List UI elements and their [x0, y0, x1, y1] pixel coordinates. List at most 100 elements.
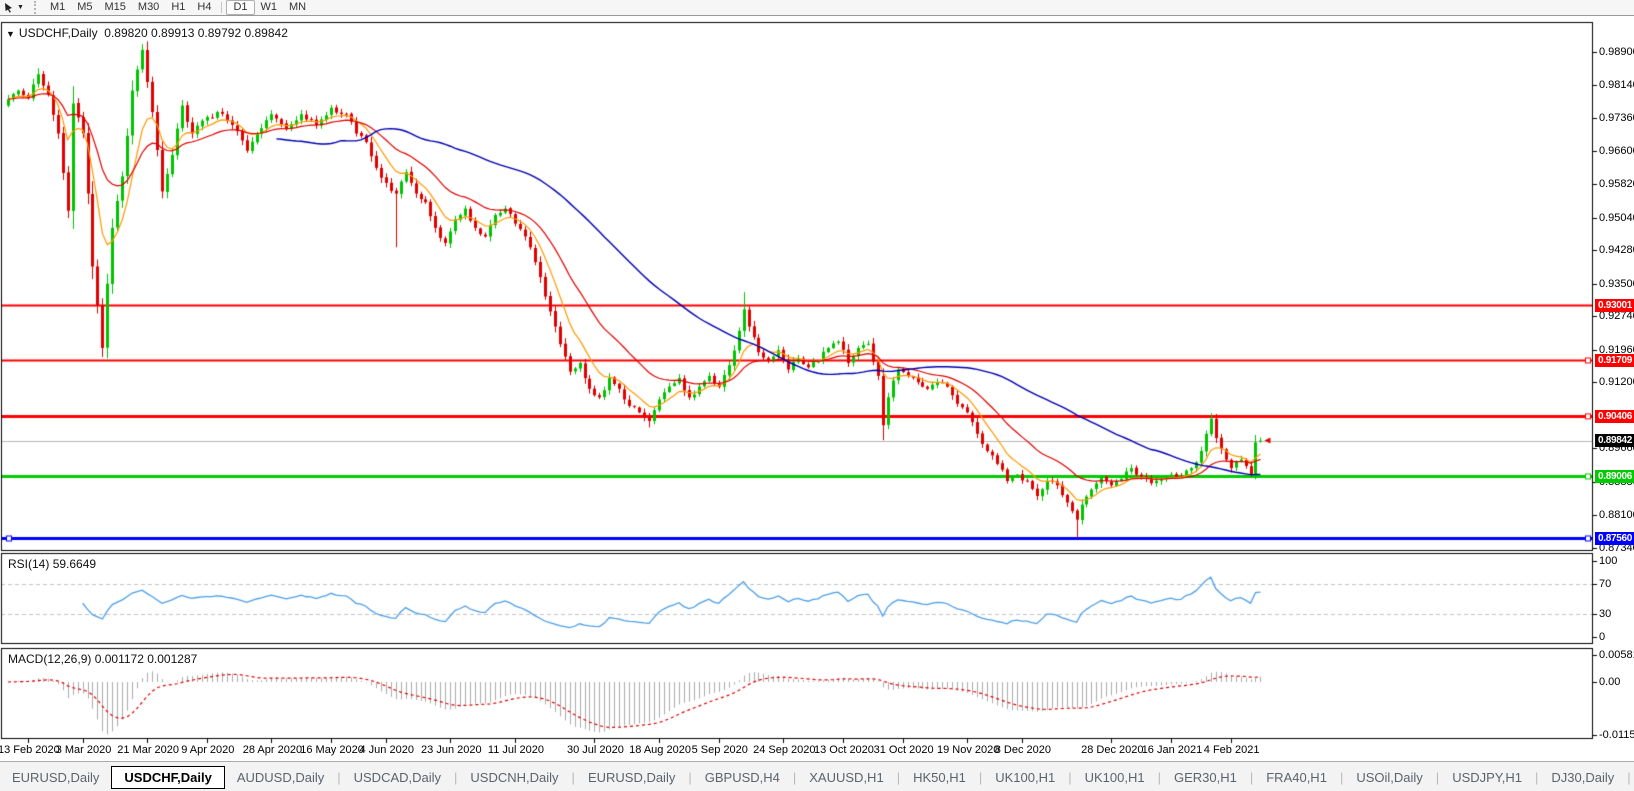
timeframe-button-h4[interactable]: H4 — [197, 1, 212, 13]
tab-separator: | — [1249, 769, 1254, 785]
date-axis-label: 28 Dec 2020 — [1081, 744, 1144, 756]
toolbar-grip-handle[interactable] — [33, 1, 41, 14]
rsi-axis-tick-30: 30 — [1599, 608, 1612, 621]
timeframe-toolbar: ▼ M1 M5 M15 M30 H1 H4 D1 W1 MN — [0, 0, 1634, 16]
macd-axis-tick--0.01151: -0.01151 — [1599, 728, 1634, 741]
date-axis-label: 16 May 2020 — [300, 744, 364, 756]
date-axis-label: 23 Jun 2020 — [421, 744, 482, 756]
date-axis-label: 11 Jul 2020 — [487, 744, 544, 756]
date-axis-label: 19 Nov 2020 — [937, 744, 1000, 756]
rsi-label: RSI(14) 59.6649 — [8, 557, 97, 571]
rsi-axis-tick-0: 0 — [1599, 631, 1606, 643]
current-price-label: 0.89842 — [1595, 434, 1634, 448]
chart-tab-usdchf-daily[interactable]: USDCHF,Daily — [111, 765, 225, 789]
date-axis-label: 16 Jan 2021 — [1141, 744, 1203, 756]
tab-separator: | — [896, 769, 901, 785]
chart-tab-dj30-daily[interactable]: DJ30,Daily — [1551, 769, 1615, 785]
price-line-label-0.89006[interactable]: 0.89006 — [1595, 469, 1634, 483]
chart-tab-usdcad-daily[interactable]: USDCAD,Daily — [353, 769, 442, 785]
chart-tab-hk50-h1[interactable]: HK50,H1 — [913, 769, 966, 785]
tab-separator: | — [1068, 769, 1072, 785]
chevron-down-icon[interactable]: ▼ — [17, 4, 24, 11]
chart-tab-uk100-h1[interactable]: UK100,H1 — [1084, 769, 1145, 785]
date-axis-label: 4 Jun 2020 — [359, 744, 414, 756]
date-axis-label: 31 Oct 2020 — [873, 744, 934, 756]
timeframe-button-m1[interactable]: M1 — [49, 1, 66, 13]
date-axis-label: 5 Sep 2020 — [691, 744, 748, 756]
date-axis-label: 8 Dec 2020 — [994, 744, 1051, 756]
chart-tab-xauusd-h1[interactable]: XAUUSD,H1 — [809, 769, 884, 785]
date-axis-label: 3 Mar 2020 — [55, 744, 112, 756]
ohlc-low: 0.89792 — [197, 26, 242, 40]
chart-menu-icon[interactable]: ▼ — [6, 29, 15, 39]
chart-tab-uk100-h1[interactable]: UK100,H1 — [995, 769, 1056, 785]
timeframe-button-m5[interactable]: M5 — [77, 1, 93, 13]
timeframe-button-d1[interactable]: D1 — [226, 0, 255, 15]
chart-tab-usdcnh-daily[interactable]: USDCNH,Daily — [470, 769, 559, 785]
date-axis-label: 18 Aug 2020 — [629, 744, 691, 756]
timeframe-button-m30[interactable]: M30 — [137, 1, 160, 13]
tab-separator: | — [1627, 769, 1631, 785]
chart-tab-gbpusd-h4[interactable]: GBPUSD,H4 — [704, 769, 780, 785]
timeframe-button-w1[interactable]: W1 — [260, 1, 278, 13]
tab-separator: | — [1535, 769, 1539, 785]
chart-tab-fra40-h1[interactable]: FRA40,H1 — [1266, 769, 1327, 785]
ohlc-open: 0.89820 — [104, 26, 148, 40]
tab-separator: | — [978, 769, 983, 785]
timeframe-button-mn[interactable]: MN — [289, 1, 307, 13]
timeframe-button-m15[interactable]: M15 — [104, 1, 126, 13]
rsi-axis-tick-100: 100 — [1599, 555, 1618, 567]
price-line-label-0.93001[interactable]: 0.93001 — [1595, 298, 1634, 312]
price-line-label-0.87560[interactable]: 0.87560 — [1595, 531, 1634, 545]
tab-separator: | — [1339, 769, 1344, 785]
macd-axis-tick-0.00: 0.00 — [1599, 676, 1621, 688]
chart-tab-ger30-h1[interactable]: GER30,H1 — [1173, 769, 1237, 785]
chart-tab-eurusd-daily[interactable]: EURUSD,Daily — [12, 769, 100, 785]
timeframe-button-h1[interactable]: H1 — [171, 1, 186, 13]
chart-tab-eurusd-daily[interactable]: EURUSD,Daily — [587, 769, 676, 785]
date-axis-label: 21 Mar 2020 — [117, 744, 180, 756]
chart-cursor-icon[interactable]: ▼ — [0, 2, 28, 13]
chart-title: ▼ USDCHF,Daily 0.89820 0.89913 0.89792 0.… — [6, 26, 288, 40]
tab-separator: | — [688, 769, 692, 785]
tab-separator: | — [571, 769, 575, 785]
chart-tab-usoil-daily[interactable]: USOil,Daily — [1356, 769, 1423, 785]
chart-tab-usdjpy-h1[interactable]: USDJPY,H1 — [1452, 769, 1523, 785]
price-line-label-0.90406[interactable]: 0.90406 — [1595, 409, 1634, 423]
macd-label: MACD(12,26,9) 0.001172 0.001287 — [8, 652, 198, 666]
date-axis-label: 28 Apr 2020 — [242, 744, 303, 756]
price-line-label-0.91709[interactable]: 0.91709 — [1595, 353, 1634, 367]
chart-symbol-label: USDCHF,Daily — [18, 26, 98, 40]
date-axis-label: 24 Sep 2020 — [753, 744, 816, 756]
chart-tab-audusd-daily[interactable]: AUDUSD,Daily — [236, 769, 325, 785]
ohlc-high: 0.89913 — [151, 26, 195, 40]
macd-axis-tick-0.005818: 0.005818 — [1599, 649, 1634, 662]
ohlc-close: 0.89842 — [244, 26, 288, 40]
tab-separator: | — [1157, 769, 1161, 785]
tab-separator: | — [1435, 769, 1440, 785]
rsi-axis-tick-70: 70 — [1599, 577, 1612, 590]
date-axis-label: 13 Feb 2020 — [0, 744, 60, 756]
date-axis-label: 13 Oct 2020 — [813, 744, 874, 756]
date-axis-label: 9 Apr 2020 — [181, 744, 235, 756]
chart-tab-bar: EURUSD,Daily USDCHF,Daily AUDUSD,Daily | USD… — [0, 761, 1634, 791]
tab-separator: | — [337, 769, 341, 785]
date-axis-label: 4 Feb 2021 — [1203, 744, 1260, 756]
tab-separator: | — [792, 769, 797, 785]
tab-separator: | — [454, 769, 458, 785]
date-axis-label: 30 Jul 2020 — [567, 744, 624, 756]
